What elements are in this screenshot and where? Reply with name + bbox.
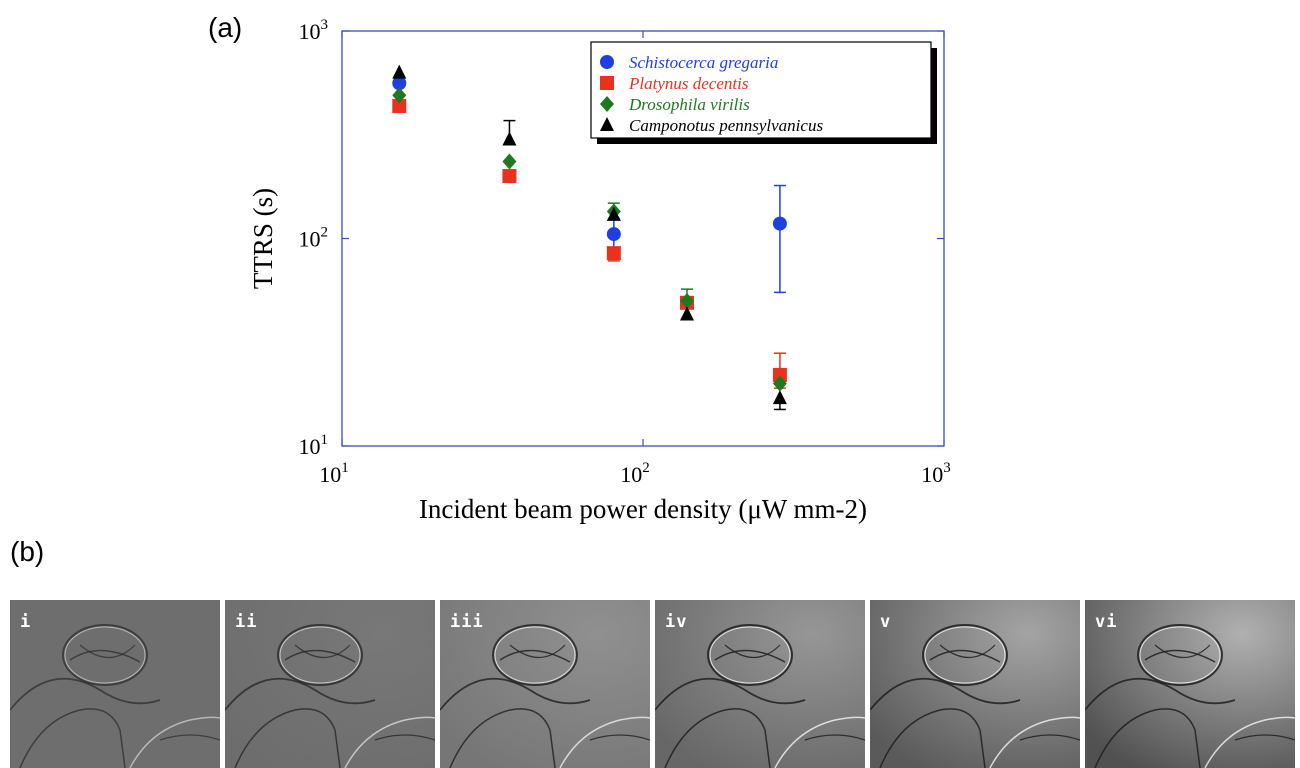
- y-tick-label: 101: [299, 432, 329, 459]
- data-point-diamond: [392, 87, 407, 104]
- data-point-triangle: [606, 206, 621, 221]
- panel-a-label: (a): [208, 12, 243, 43]
- y-tick-label: 103: [299, 17, 329, 44]
- frame-label: iv: [665, 612, 688, 632]
- micrograph-image: [1085, 600, 1295, 768]
- micrograph-frame: i: [10, 600, 220, 768]
- data-point-square: [772, 367, 787, 382]
- data-point-diamond: [502, 153, 517, 170]
- data-point-square: [392, 99, 407, 114]
- legend-entry: Schistocerca gregaria: [629, 53, 778, 72]
- micrograph-frame: ii: [225, 600, 435, 768]
- ttrs-chart: 101 102 103 101 102 103 Incident beam power de…: [248, 17, 951, 524]
- legend-box: [590, 41, 932, 139]
- image-strip: i ii iii iv v vi: [10, 600, 1300, 768]
- frame-label: ii: [235, 612, 258, 632]
- legend-marker: [600, 96, 614, 112]
- micrograph-frame: iii: [440, 600, 650, 768]
- data-point-circle: [392, 76, 407, 91]
- data-point-triangle: [502, 131, 517, 146]
- micrograph-image: [870, 600, 1080, 768]
- y-tick-label: 102: [299, 225, 329, 252]
- panel-b-label: (b): [10, 536, 45, 567]
- data-point-circle: [772, 216, 787, 231]
- data-point-square: [606, 246, 621, 261]
- x-axis-label: Incident beam power density (μW mm-2): [419, 494, 867, 524]
- frame-label: vi: [1095, 612, 1118, 632]
- micrograph-frame: vi: [1085, 600, 1295, 768]
- legend-entry: Camponotus pennsylvanicus: [629, 116, 823, 135]
- micrograph-image: [225, 600, 435, 768]
- x-tick-label: 103: [921, 460, 951, 487]
- data-point-square: [502, 169, 517, 184]
- micrograph-image: [655, 600, 865, 768]
- data-point-circle: [606, 227, 621, 242]
- data-point-triangle: [679, 306, 694, 321]
- data-point-triangle: [772, 390, 787, 405]
- legend-marker: [600, 55, 614, 69]
- legend-entry: Drosophila virilis: [628, 95, 750, 114]
- micrograph-image: [440, 600, 650, 768]
- x-tick-label: 101: [319, 460, 349, 487]
- x-tick-label: 102: [620, 460, 650, 487]
- micrograph-image: [10, 600, 220, 768]
- legend-marker: [600, 117, 614, 131]
- y-axis-label: TTRS (s): [248, 188, 278, 289]
- data-point-diamond: [679, 292, 694, 309]
- data-point-diamond: [772, 375, 787, 392]
- frame-label: i: [20, 612, 32, 632]
- legend-marker: [600, 76, 614, 90]
- frame-label: iii: [450, 612, 484, 632]
- micrograph-frame: iv: [655, 600, 865, 768]
- legend-entry: Platynus decentis: [628, 74, 749, 93]
- data-point-triangle: [392, 64, 407, 79]
- frame-label: v: [880, 612, 892, 632]
- micrograph-frame: v: [870, 600, 1080, 768]
